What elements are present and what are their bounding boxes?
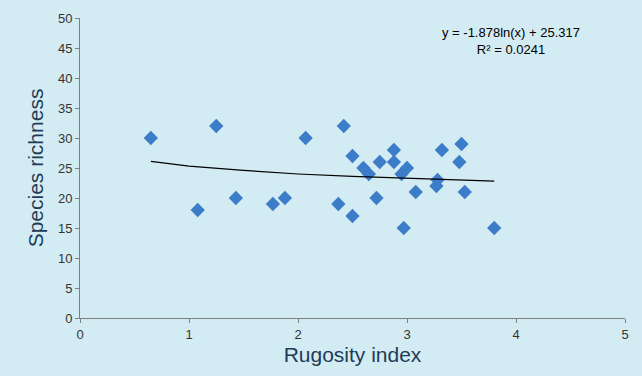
svg-text:40: 40 bbox=[58, 71, 72, 86]
svg-text:4: 4 bbox=[512, 327, 519, 342]
svg-text:20: 20 bbox=[58, 191, 72, 206]
svg-text:30: 30 bbox=[58, 131, 72, 146]
svg-text:Species richness: Species richness bbox=[24, 89, 47, 248]
svg-text:0: 0 bbox=[76, 327, 83, 342]
svg-text:15: 15 bbox=[58, 221, 72, 236]
svg-text:3: 3 bbox=[403, 327, 410, 342]
svg-text:35: 35 bbox=[58, 101, 72, 116]
svg-text:0: 0 bbox=[65, 311, 72, 326]
svg-text:45: 45 bbox=[58, 41, 72, 56]
svg-text:10: 10 bbox=[58, 251, 72, 266]
svg-text:1: 1 bbox=[185, 327, 192, 342]
svg-text:Rugosity index: Rugosity index bbox=[284, 343, 422, 366]
svg-text:5: 5 bbox=[65, 281, 72, 296]
svg-text:5: 5 bbox=[621, 327, 628, 342]
svg-text:25: 25 bbox=[58, 161, 72, 176]
svg-text:2: 2 bbox=[294, 327, 301, 342]
svg-text:y = -1.878ln(x) + 25.317R² = 0: y = -1.878ln(x) + 25.317R² = 0.0241 bbox=[442, 25, 580, 57]
svg-text:50: 50 bbox=[58, 11, 72, 26]
